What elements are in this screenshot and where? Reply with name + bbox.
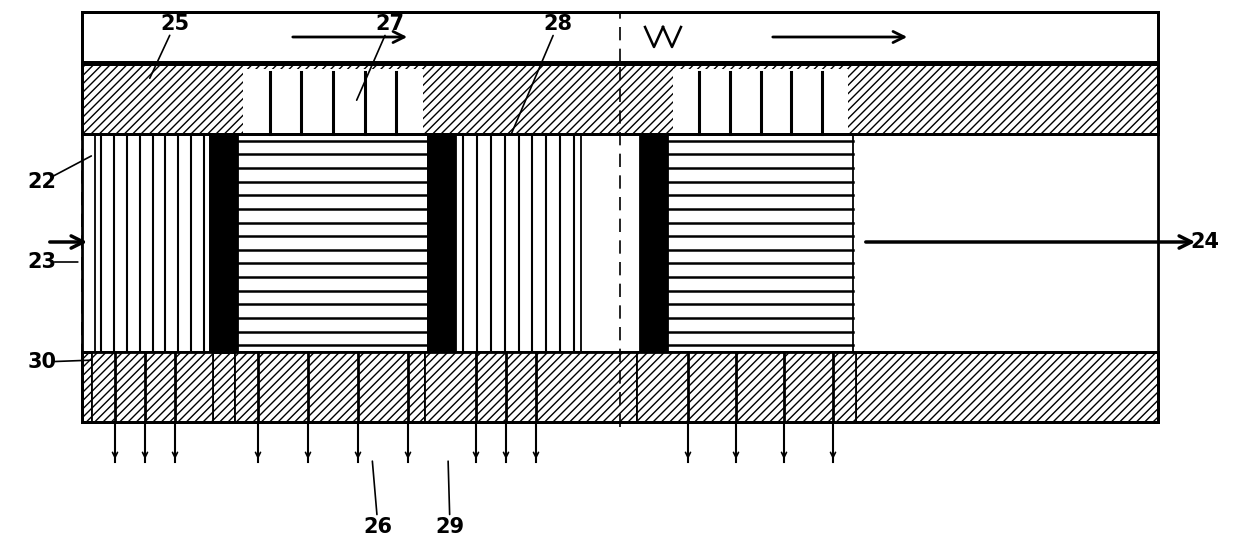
Bar <box>82 12 1158 62</box>
Bar <box>236 352 432 422</box>
Bar <box>92 352 213 422</box>
Text: 27: 27 <box>376 14 404 34</box>
Text: 25: 25 <box>160 14 190 34</box>
Bar <box>82 64 1158 134</box>
Bar <box>82 352 1158 422</box>
Text: 22: 22 <box>27 172 57 192</box>
Bar <box>92 352 213 422</box>
Bar <box>637 352 856 422</box>
Bar <box>637 352 856 422</box>
Bar <box>428 134 456 352</box>
Bar <box>668 134 853 352</box>
Text: 26: 26 <box>363 517 393 537</box>
Bar <box>640 134 668 352</box>
Bar <box>673 69 848 134</box>
Bar <box>236 352 432 422</box>
Bar <box>456 134 582 352</box>
Bar <box>238 134 428 352</box>
Bar <box>425 352 644 422</box>
Bar <box>82 134 1158 352</box>
Bar <box>425 352 644 422</box>
Text: 29: 29 <box>435 517 465 537</box>
Text: 24: 24 <box>1190 232 1219 252</box>
Bar <box>673 69 848 134</box>
Bar <box>243 69 423 134</box>
Text: 28: 28 <box>543 14 573 34</box>
Bar <box>243 69 423 134</box>
Text: 23: 23 <box>27 252 57 272</box>
Bar <box>210 134 238 352</box>
Bar <box>95 134 210 352</box>
Text: 30: 30 <box>27 352 57 372</box>
